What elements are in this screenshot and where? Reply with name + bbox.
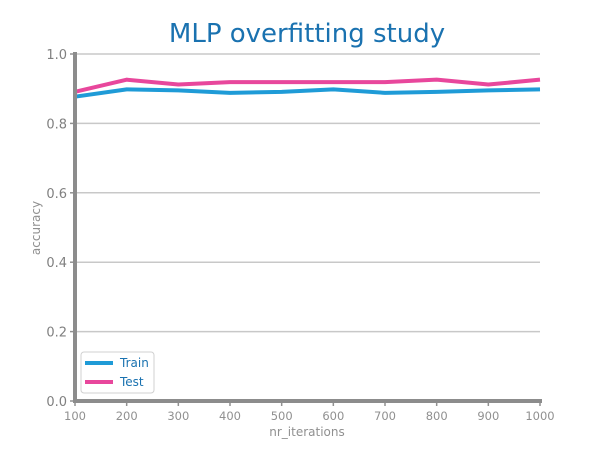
x-tick-label: 400 <box>219 409 241 423</box>
chart-title: MLP overfitting study <box>169 19 445 49</box>
series-line-test <box>74 77 541 94</box>
y-axis-label: accuracy <box>29 201 43 255</box>
x-tick-label: 100 <box>64 409 86 423</box>
y-tick-label: 0.4 <box>46 256 67 271</box>
y-axis-ticks: 0.0 0.2 0.4 0.6 0.8 1.0 <box>46 48 75 410</box>
x-tick-label: 300 <box>167 409 189 423</box>
x-axis-ticks: 100 200 300 400 500 600 700 800 900 1000 <box>64 401 555 423</box>
y-tick-label: 1.0 <box>46 48 67 63</box>
y-tick-label: 0.6 <box>46 187 67 202</box>
x-tick-label: 200 <box>116 409 138 423</box>
x-tick-label: 900 <box>477 409 499 423</box>
series-line-train <box>74 87 541 99</box>
legend-label-train: Train <box>119 356 149 370</box>
x-tick-label: 1000 <box>525 409 554 423</box>
y-tick-label: 0.0 <box>46 395 67 410</box>
x-tick-label: 700 <box>374 409 396 423</box>
legend-label-test: Test <box>119 375 144 389</box>
x-axis-label: nr_iterations <box>269 425 345 439</box>
x-tick-label: 800 <box>426 409 448 423</box>
legend: Train Test <box>80 351 155 394</box>
y-tick-label: 0.2 <box>46 326 67 341</box>
x-tick-label: 500 <box>271 409 293 423</box>
x-tick-label: 600 <box>322 409 344 423</box>
y-tick-label: 0.8 <box>46 117 67 132</box>
axes <box>73 52 542 403</box>
series-lines <box>74 77 541 99</box>
grid-lines <box>75 53 540 402</box>
